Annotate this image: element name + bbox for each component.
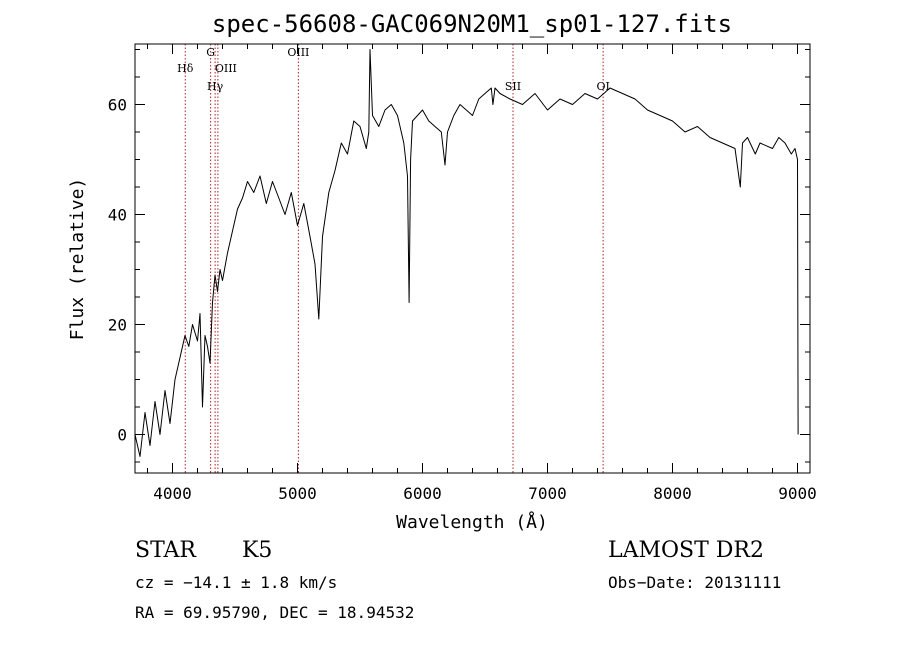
redshift-text: cz = −14.1 ± 1.8 km/s xyxy=(135,573,338,592)
y-axis-label: Flux (relative) xyxy=(67,178,88,341)
plot-frame xyxy=(134,43,811,474)
x-tick-label: 8000 xyxy=(653,484,692,503)
y-axis-ticks: 0 20 40 60 xyxy=(108,49,810,463)
spectral-line-label: Hγ xyxy=(207,80,224,93)
object-subclass: K5 xyxy=(242,538,273,563)
flux-series xyxy=(134,49,799,457)
coordinates-text: RA = 69.95790, DEC = 18.94532 xyxy=(135,603,415,622)
x-tick-label: 6000 xyxy=(403,484,442,503)
x-tick-label: 7000 xyxy=(528,484,567,503)
object-class: STAR xyxy=(135,538,196,563)
x-axis-ticks: 4000 5000 6000 7000 8000 9000 xyxy=(147,44,817,503)
obs-date-text: Obs−Date: 20131111 xyxy=(608,573,782,592)
y-tick-label: 60 xyxy=(108,96,127,115)
spectral-line-label: Hδ xyxy=(177,62,194,75)
x-tick-label: 4000 xyxy=(153,484,192,503)
spectral-line-label: SII xyxy=(505,80,521,93)
x-tick-label: 5000 xyxy=(278,484,317,503)
spectral-line-label: OIII xyxy=(287,46,309,59)
flux-series-line xyxy=(134,49,799,457)
spectrum-chart: spec-56608-GAC069N20M1_sp01-127.fits Hδ G… xyxy=(67,10,817,533)
y-tick-label: 40 xyxy=(108,206,127,225)
chart-title: spec-56608-GAC069N20M1_sp01-127.fits xyxy=(212,10,732,38)
spectral-line-label: G xyxy=(206,46,215,59)
x-axis-label: Wavelength (Å) xyxy=(396,511,548,533)
spectral-line-label: OIII xyxy=(215,62,237,75)
y-tick-label: 0 xyxy=(117,426,127,445)
survey-name: LAMOST DR2 xyxy=(608,538,764,563)
x-tick-label: 9000 xyxy=(778,484,817,503)
spectral-line-label: OI xyxy=(596,80,609,93)
y-tick-label: 20 xyxy=(108,316,127,335)
